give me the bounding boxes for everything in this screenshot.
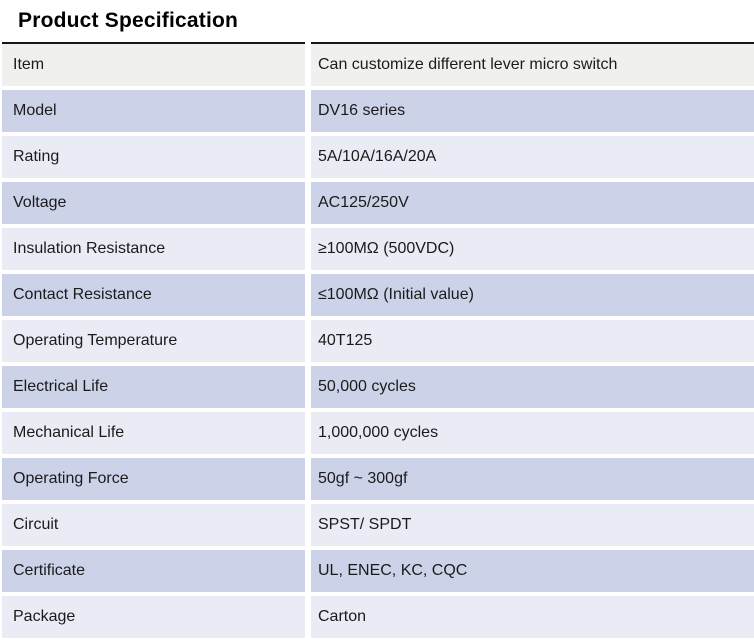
spec-label-cell: Mechanical Life xyxy=(2,412,305,454)
spec-value-cell: Can customize different lever micro swit… xyxy=(311,42,754,86)
page-title: Product Specification xyxy=(18,9,239,32)
spec-value-cell: DV16 series xyxy=(311,90,754,132)
spec-value-cell: AC125/250V xyxy=(311,182,754,224)
spec-label-cell: Voltage xyxy=(2,182,305,224)
spec-value-cell: UL, ENEC, KC, CQC xyxy=(311,550,754,592)
spec-label-cell: Operating Force xyxy=(2,458,305,500)
spec-label-cell: Contact Resistance xyxy=(2,274,305,316)
spec-label-cell: Insulation Resistance xyxy=(2,228,305,270)
spec-label-cell: Certificate xyxy=(2,550,305,592)
spec-value-cell: ≥100MΩ (500VDC) xyxy=(311,228,754,270)
spec-label-cell: Rating xyxy=(2,136,305,178)
spec-label-cell: Package xyxy=(2,596,305,638)
spec-label-cell: Item xyxy=(2,42,305,86)
spec-value-cell: 50gf ~ 300gf xyxy=(311,458,754,500)
spec-label-cell: Operating Temperature xyxy=(2,320,305,362)
spec-value-cell: 1,000,000 cycles xyxy=(311,412,754,454)
spec-value-cell: SPST/ SPDT xyxy=(311,504,754,546)
spec-value-cell: 40T125 xyxy=(311,320,754,362)
spec-label-cell: Electrical Life xyxy=(2,366,305,408)
specification-table: Item Can customize different lever micro … xyxy=(2,42,754,638)
spec-value-cell: 50,000 cycles xyxy=(311,366,754,408)
spec-value-cell: 5A/10A/16A/20A xyxy=(311,136,754,178)
spec-value-cell: Carton xyxy=(311,596,754,638)
spec-value-cell: ≤100MΩ (Initial value) xyxy=(311,274,754,316)
spec-label-cell: Circuit xyxy=(2,504,305,546)
spec-label-cell: Model xyxy=(2,90,305,132)
